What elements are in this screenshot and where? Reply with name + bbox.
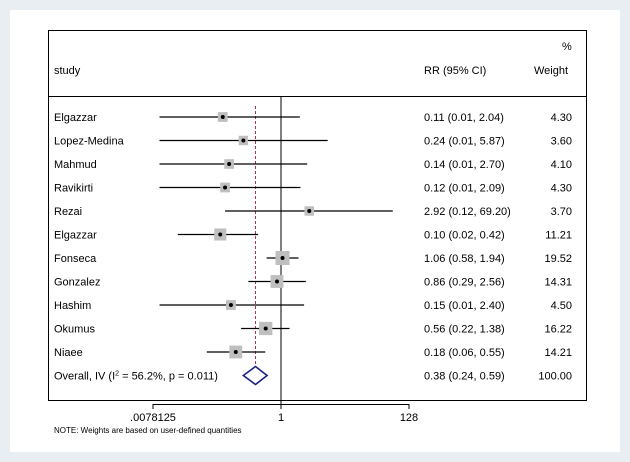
study-row: Lopez-Medina 0.24 (0.01, 5.87) 3.60	[54, 136, 572, 148]
header-weight: Weight	[534, 65, 568, 77]
weight-value: 3.60	[551, 136, 572, 148]
overall-label: Overall, IV (I2 = 56.2%, p = 0.011)	[54, 371, 218, 383]
study-row: Rezai 2.92 (0.12, 69.20) 3.70	[54, 206, 572, 218]
rr-ci-value: 0.18 (0.06, 0.55)	[424, 347, 505, 359]
weight-value: 11.21	[545, 230, 572, 242]
overall-diamond	[242, 365, 269, 386]
overall-rr-ci-value: 0.38 (0.24, 0.59)	[424, 371, 505, 383]
header-study: study	[54, 65, 81, 77]
x-tick-label: .0078125	[130, 412, 176, 424]
rr-ci-value: 0.12 (0.01, 2.09)	[424, 183, 505, 195]
study-row: Gonzalez 0.86 (0.29, 2.56) 14.31	[54, 275, 572, 289]
point-estimate	[307, 209, 312, 213]
weight-value: 14.21	[544, 347, 572, 359]
rr-ci-value: 0.15 (0.01, 2.40)	[424, 300, 505, 312]
forest-plot-panel: study RR (95% CI) % Weight Elgazzar 0.11 …	[10, 10, 620, 452]
header-weight-pct: %	[562, 41, 572, 53]
study-row: Okumus 0.56 (0.22, 1.38) 16.22	[54, 321, 572, 336]
weight-value: 16.22	[544, 324, 572, 336]
forest-plot: study RR (95% CI) % Weight Elgazzar 0.11 …	[48, 30, 587, 435]
point-estimate	[280, 256, 285, 260]
weight-value: 4.50	[551, 300, 572, 312]
point-estimate	[223, 185, 228, 190]
study-row: Fonseca 1.06 (0.58, 1.94) 19.52	[54, 251, 572, 265]
study-name: Elgazzar	[54, 230, 97, 242]
study-name: Lopez-Medina	[54, 136, 125, 148]
header-rr: RR (95% CI)	[424, 65, 486, 77]
weight-value: 4.30	[551, 183, 572, 195]
study-row: Niaee 0.18 (0.06, 0.55) 14.21	[54, 345, 572, 359]
rr-ci-value: 0.11 (0.01, 2.04)	[424, 112, 504, 124]
footnote: NOTE: Weights are based on user-defined …	[54, 426, 242, 435]
weight-value: 3.70	[551, 206, 572, 218]
study-name: Ravikirti	[54, 183, 93, 195]
x-tick-label: 1	[278, 412, 284, 424]
weight-value: 4.10	[551, 159, 572, 171]
point-estimate	[218, 232, 223, 237]
rr-ci-value: 0.24 (0.01, 5.87)	[424, 136, 505, 148]
study-row: Elgazzar 0.10 (0.02, 0.42) 11.21	[54, 228, 572, 242]
rr-ci-value: 0.14 (0.01, 2.70)	[424, 159, 505, 171]
study-name: Okumus	[54, 324, 95, 336]
rr-ci-value: 0.56 (0.22, 1.38)	[424, 324, 505, 336]
rr-ci-value: 1.06 (0.58, 1.94)	[424, 253, 505, 265]
weight-value: 4.30	[551, 112, 572, 124]
study-name: Mahmud	[54, 159, 97, 171]
study-row: Ravikirti 0.12 (0.01, 2.09) 4.30	[54, 183, 572, 195]
rr-ci-value: 0.10 (0.02, 0.42)	[424, 230, 505, 242]
study-name: Gonzalez	[54, 277, 100, 289]
point-estimate	[275, 279, 280, 284]
study-name: Elgazzar	[54, 112, 97, 124]
point-estimate	[233, 350, 238, 354]
overall-row: Overall, IV (I2 = 56.2%, p = 0.011) 0.38 …	[54, 365, 572, 386]
study-name: Rezai	[54, 206, 82, 218]
study-row: Hashim 0.15 (0.01, 2.40) 4.50	[54, 300, 572, 312]
overall-weight-value: 100.00	[538, 371, 572, 383]
point-estimate	[228, 303, 233, 307]
study-row: Mahmud 0.14 (0.01, 2.70) 4.10	[54, 159, 572, 171]
weight-value: 19.52	[544, 253, 572, 265]
rr-ci-value: 0.86 (0.29, 2.56)	[424, 277, 505, 289]
rr-ci-value: 2.92 (0.12, 69.20)	[424, 206, 511, 218]
plot-frame	[48, 30, 587, 401]
point-estimate	[241, 138, 246, 143]
point-estimate	[227, 162, 232, 166]
study-row: Elgazzar 0.11 (0.01, 2.04) 4.30	[54, 112, 572, 124]
x-tick-label: 128	[400, 412, 418, 424]
point-estimate	[220, 115, 225, 119]
study-name: Niaee	[54, 347, 83, 359]
point-estimate	[263, 326, 268, 331]
study-name: Fonseca	[54, 253, 97, 265]
weight-value: 14.31	[544, 277, 572, 289]
study-name: Hashim	[54, 300, 91, 312]
